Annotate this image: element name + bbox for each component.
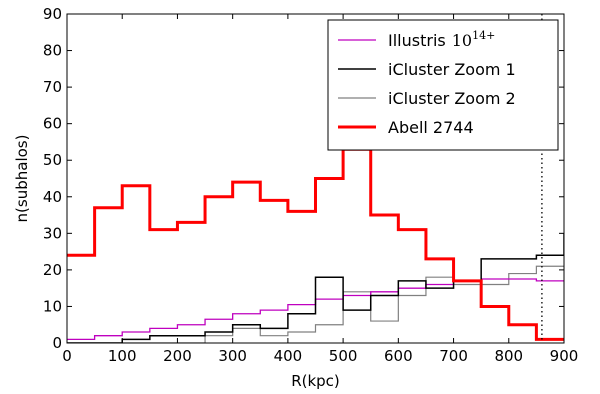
x-tick-label: 600 <box>384 347 413 365</box>
x-tick-label: 900 <box>550 347 579 365</box>
plot-frame <box>66 13 565 344</box>
series-line-icluster-zoom-1 <box>67 233 564 343</box>
x-axis: 0 100 200 300 400 500 600 700 800 900 <box>62 14 578 365</box>
x-tick-label: 200 <box>163 347 192 365</box>
legend-label: Abell 2744 <box>388 118 474 137</box>
x-tick-label: 500 <box>329 347 358 365</box>
x-tick-label: 700 <box>439 347 468 365</box>
y-tick-label: 0 <box>52 334 62 352</box>
x-tick-label: 100 <box>108 347 137 365</box>
legend-label: iCluster Zoom 2 <box>388 89 516 108</box>
x-tick-label: 400 <box>274 347 303 365</box>
legend-label: Illustris 1014+ <box>388 29 495 50</box>
y-tick-label: 40 <box>43 188 62 206</box>
y-tick-label: 50 <box>43 151 62 169</box>
x-axis-label: R(kpc) <box>291 372 340 390</box>
series-line-abell-2744 <box>67 147 564 341</box>
y-tick-label: 20 <box>43 261 62 279</box>
legend: Illustris 1014+ iCluster Zoom 1 iCluster Zo… <box>327 19 559 151</box>
y-tick-label: 30 <box>43 224 62 242</box>
y-tick-label: 90 <box>43 5 62 23</box>
y-tick-label: 10 <box>43 297 62 315</box>
legend-label: iCluster Zoom 1 <box>388 60 516 79</box>
y-tick-label: 70 <box>43 78 62 96</box>
x-tick-label: 0 <box>62 347 72 365</box>
y-tick-label: 60 <box>43 115 62 133</box>
y-tick-label: 80 <box>43 42 62 60</box>
series-layer <box>67 147 564 343</box>
y-axis-label: n(subhalos) <box>13 135 31 223</box>
x-tick-label: 300 <box>218 347 247 365</box>
x-tick-label: 800 <box>494 347 523 365</box>
y-axis: 0 10 20 30 40 50 60 70 80 90 <box>43 5 564 352</box>
